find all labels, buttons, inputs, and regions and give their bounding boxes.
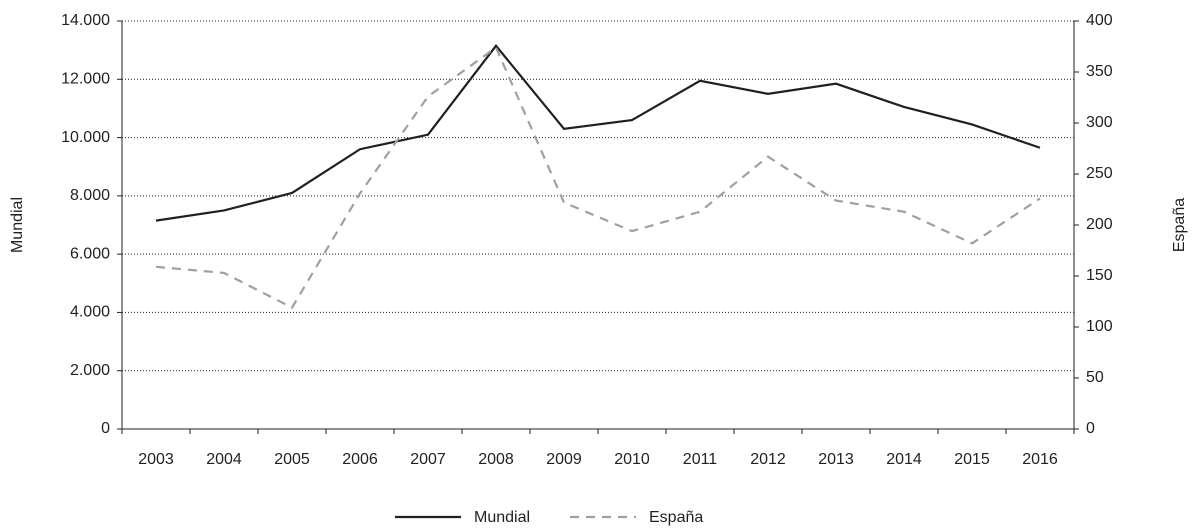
x-tick-label: 2004 xyxy=(206,451,242,468)
x-tick-label: 2009 xyxy=(546,451,582,468)
x-tick-label: 2010 xyxy=(614,451,650,468)
y2-tick-label: 350 xyxy=(1086,63,1113,80)
x-tick-label: 2015 xyxy=(954,451,990,468)
series-line xyxy=(155,43,1041,222)
y-tick-label: 4.000 xyxy=(70,304,110,321)
x-tick-label: 2012 xyxy=(750,451,786,468)
y-tick-label: 10.000 xyxy=(61,129,110,146)
y2-tick-label: 250 xyxy=(1086,165,1113,182)
y-tick-label: 12.000 xyxy=(61,71,110,88)
x-tick-label: 2013 xyxy=(818,451,854,468)
x-tick-label: 2011 xyxy=(683,451,718,468)
legend-label: España xyxy=(649,509,703,526)
y2-tick-label: 0 xyxy=(1086,420,1095,437)
series-line xyxy=(155,45,1041,310)
y-tick-label: 0 xyxy=(101,420,110,437)
y2-axis-title: España xyxy=(1171,198,1188,252)
x-tick-label: 2014 xyxy=(886,451,922,468)
y-axis-title: Mundial xyxy=(9,197,26,253)
y2-tick-label: 300 xyxy=(1086,114,1113,131)
y-tick-label: 14.000 xyxy=(61,12,110,29)
x-tick-label: 2006 xyxy=(342,451,378,468)
y-tick-label: 2.000 xyxy=(70,362,110,379)
y2-tick-label: 100 xyxy=(1086,318,1113,335)
y-tick-label: 6.000 xyxy=(70,245,110,262)
x-tick-label: 2003 xyxy=(138,451,174,468)
legend-label: Mundial xyxy=(474,509,530,526)
y2-tick-label: 150 xyxy=(1086,267,1113,284)
y2-tick-label: 200 xyxy=(1086,216,1113,233)
y-tick-label: 8.000 xyxy=(70,187,110,204)
y2-tick-label: 50 xyxy=(1086,369,1104,386)
x-tick-label: 2016 xyxy=(1022,451,1058,468)
y2-tick-label: 400 xyxy=(1086,12,1113,29)
x-tick-label: 2005 xyxy=(274,451,310,468)
x-tick-label: 2008 xyxy=(478,451,514,468)
x-tick-label: 2007 xyxy=(410,451,446,468)
